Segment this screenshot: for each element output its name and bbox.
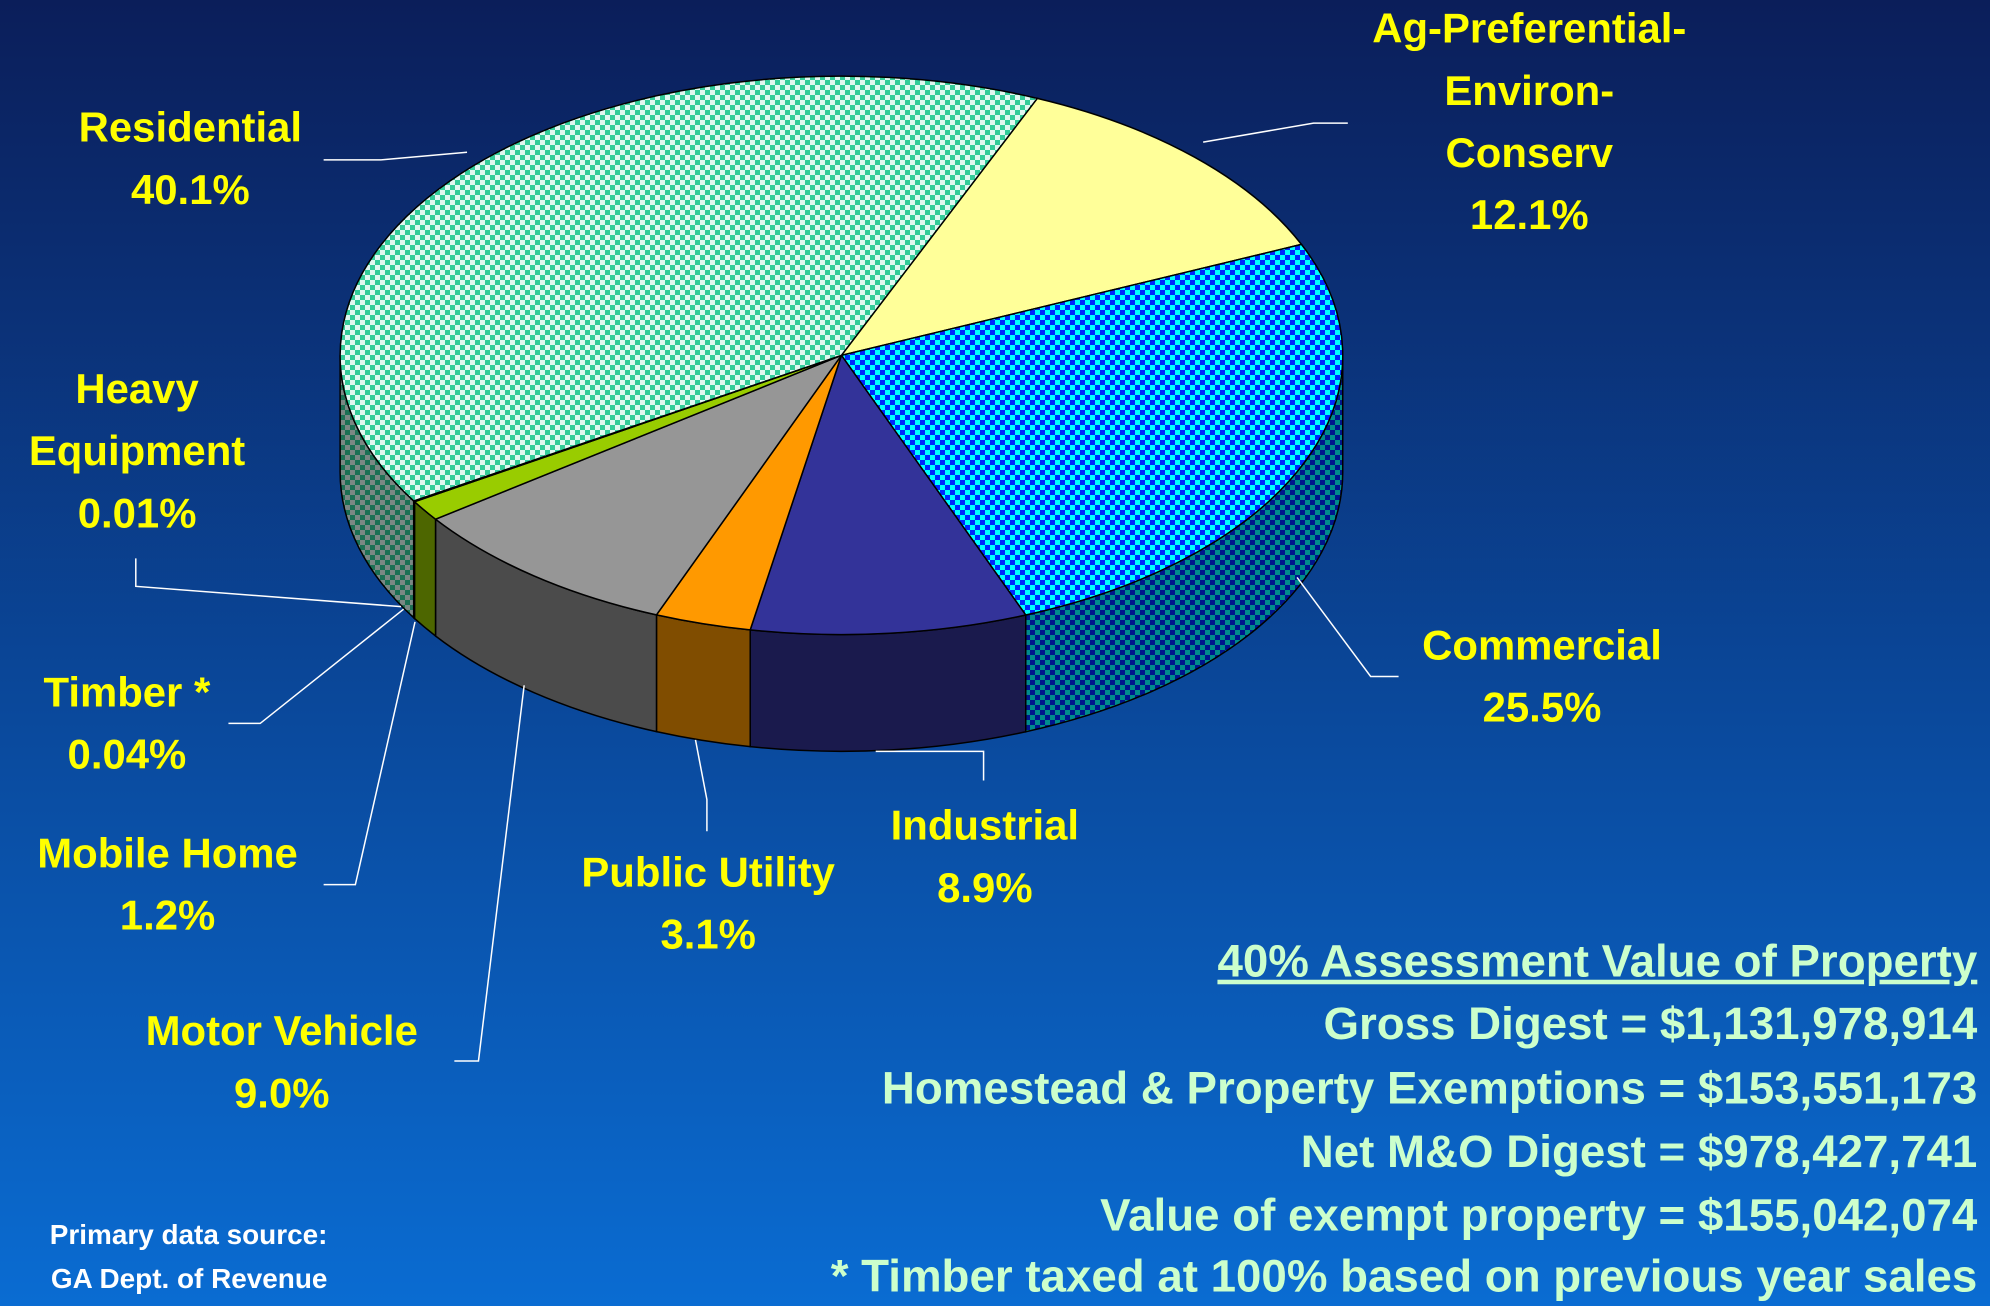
pie-slice-side [749, 614, 1027, 753]
leader-line [1296, 577, 1399, 678]
category-label: Commercial [1422, 621, 1662, 668]
leader-line [875, 750, 985, 781]
pie-slice-side [413, 500, 437, 638]
pie-slice [839, 97, 1303, 357]
value-label: 0.01% [78, 489, 197, 536]
category-label: Ag-Preferential-Environ-Conserv [1372, 5, 1686, 176]
category-label: Heavy Equipment [29, 365, 245, 474]
leader-line [1203, 122, 1348, 143]
pie-slice [339, 75, 1039, 502]
category-label: Motor Vehicle [146, 1007, 418, 1054]
category-label: Residential [79, 104, 302, 151]
summary-line: Value of exempt property = $155,042,074 [1100, 1190, 1978, 1241]
value-label: 25.5% [1483, 684, 1602, 731]
value-label: 0.04% [68, 731, 187, 778]
source-note: GA Dept. of Revenue [51, 1263, 328, 1294]
leader-line [323, 151, 468, 161]
pie-slice [434, 353, 844, 616]
value-label: 12.1% [1470, 191, 1589, 238]
leader-line [694, 739, 708, 832]
value-label: 9.0% [234, 1069, 329, 1116]
category-label: Industrial [891, 802, 1079, 849]
category-label: Mobile Home [37, 830, 298, 877]
category-label: Public Utility [581, 849, 835, 896]
summary-line: Gross Digest = $1,131,978,914 [1324, 998, 1978, 1049]
summary-line: * Timber taxed at 100% based on previous… [831, 1250, 1978, 1301]
source-note: Primary data source: [50, 1219, 328, 1250]
summary-heading: 40% Assessment Value of Property [1217, 936, 1977, 987]
leader-line [228, 608, 405, 725]
pie-slice-side [655, 613, 751, 748]
value-label: 8.9% [937, 864, 1032, 911]
value-label: 1.2% [120, 892, 215, 939]
summary-line: Net M&O Digest = $978,427,741 [1301, 1126, 1978, 1177]
leader-line [323, 621, 416, 886]
value-label: 40.1% [131, 166, 250, 213]
pie-slice [840, 243, 1344, 616]
category-label: Timber * [44, 668, 211, 715]
value-label: 3.1% [660, 911, 755, 958]
leader-line [454, 685, 525, 1062]
leader-line [135, 558, 402, 608]
summary-line: Homestead & Property Exemptions = $153,5… [882, 1063, 1977, 1114]
pie-slice [749, 353, 1028, 636]
